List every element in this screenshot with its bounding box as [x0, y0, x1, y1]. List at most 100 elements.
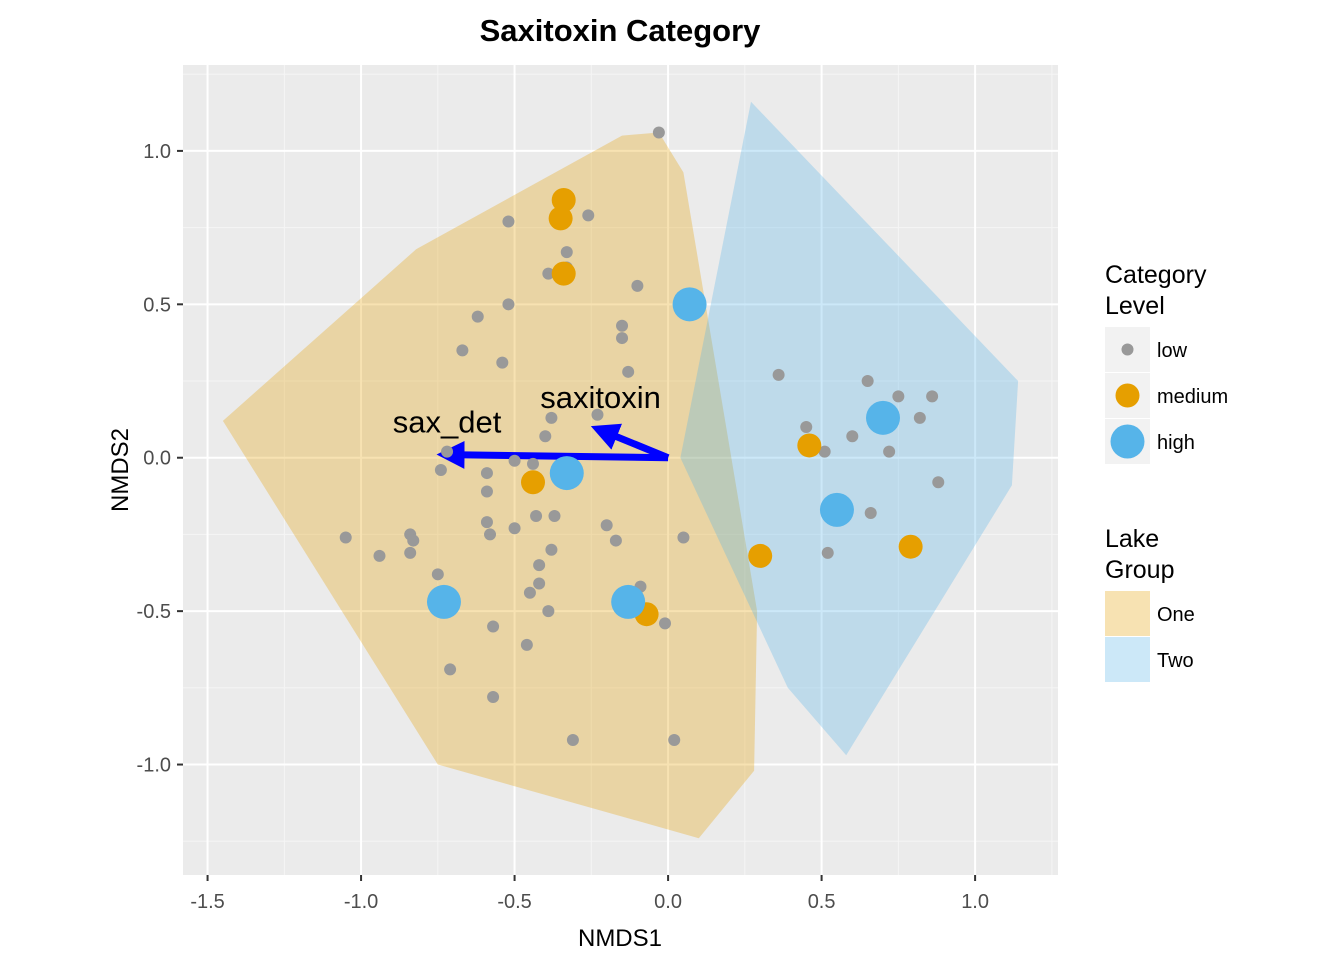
plot-panel	[183, 65, 1058, 875]
point-low	[487, 691, 500, 704]
point-low	[622, 365, 635, 378]
point-low	[339, 531, 352, 544]
point-low	[542, 605, 555, 618]
point-high	[549, 456, 584, 491]
point-low	[431, 568, 444, 581]
x-tick-label: 1.0	[961, 891, 989, 913]
data-points	[339, 126, 945, 746]
point-low	[582, 209, 595, 222]
x-tick-label: -1.0	[344, 891, 378, 913]
hull-two	[680, 101, 1019, 756]
legend-label-medium: medium	[1157, 386, 1228, 408]
legend-symbol-medium	[1115, 383, 1140, 408]
legend-lake-group: Lake Group One Two	[1105, 525, 1195, 682]
point-low	[434, 464, 447, 476]
point-low	[533, 577, 546, 590]
point-low	[609, 534, 622, 547]
legend-symbol-high	[1110, 424, 1145, 459]
point-low	[523, 586, 536, 599]
point-low	[407, 534, 420, 547]
point-low	[616, 319, 629, 332]
legend-label-low: low	[1157, 340, 1188, 362]
point-low	[484, 528, 497, 541]
point-low	[533, 559, 546, 572]
point-low	[373, 549, 386, 562]
point-low	[530, 510, 543, 523]
legend-label-two: Two	[1157, 650, 1194, 672]
vector-label-sax-det: sax_det	[393, 405, 502, 440]
point-low	[480, 516, 493, 529]
legend-swatch-two	[1105, 637, 1150, 682]
point-low	[539, 430, 552, 443]
point-low	[631, 279, 644, 292]
point-low	[502, 298, 515, 311]
point-low	[652, 126, 665, 139]
point-low	[883, 445, 896, 458]
point-low	[864, 506, 877, 519]
legend-symbol-low	[1121, 343, 1134, 356]
point-low	[616, 332, 629, 345]
point-low	[508, 522, 521, 535]
point-low	[508, 454, 521, 467]
point-low	[926, 390, 939, 403]
point-low	[502, 215, 515, 228]
point-low	[800, 421, 813, 434]
point-low	[404, 546, 417, 559]
y-axis-label: NMDS2	[107, 428, 134, 512]
point-low	[480, 467, 493, 480]
legend-label-high: high	[1157, 432, 1195, 454]
vector-arrow-sax-det	[436, 440, 669, 469]
point-low	[659, 617, 672, 630]
legend-category-title: Level	[1105, 292, 1165, 320]
point-high	[611, 584, 646, 619]
point-low	[444, 663, 457, 676]
y-axis: -1.0 -0.5 0.0 0.5 1.0	[137, 141, 183, 777]
vector-arrow-saxitoxin	[590, 423, 670, 461]
point-low	[545, 411, 558, 424]
x-tick-label: -0.5	[497, 891, 531, 913]
x-axis: -1.5 -1.0 -0.5 0.0 0.5 1.0	[190, 875, 989, 913]
point-low	[591, 408, 604, 421]
point-low	[818, 445, 831, 458]
point-low	[846, 430, 859, 443]
point-low	[932, 476, 945, 489]
legend-label-one: One	[1157, 604, 1195, 626]
point-low	[566, 734, 579, 746]
legend-category-level: Category Level low medium high	[1105, 261, 1228, 464]
point-high	[866, 400, 900, 435]
point-medium	[521, 470, 545, 495]
point-low	[913, 411, 926, 424]
env-vectors	[436, 423, 670, 469]
x-tick-label: 0.5	[808, 891, 836, 913]
point-low	[677, 531, 690, 544]
y-tick-label: -1.0	[137, 755, 171, 777]
point-high	[819, 492, 854, 527]
point-medium	[898, 534, 923, 559]
chart-title: Saxitoxin Category	[480, 13, 762, 48]
point-medium	[551, 188, 576, 212]
point-low	[480, 485, 493, 498]
point-medium	[797, 433, 822, 458]
y-tick-label: 0.5	[143, 294, 171, 316]
point-low	[600, 519, 613, 532]
point-low	[527, 457, 539, 470]
legend-lake-title: Lake	[1105, 525, 1159, 553]
point-low	[496, 356, 509, 369]
major-gridlines	[183, 65, 1058, 875]
point-low	[821, 546, 834, 559]
point-low	[545, 543, 558, 556]
point-low	[861, 375, 874, 388]
legend-swatch-one	[1105, 591, 1150, 636]
point-low	[772, 368, 785, 381]
point-low	[560, 246, 573, 259]
point-medium	[551, 261, 576, 286]
lake-group-hulls	[222, 101, 1019, 839]
vector-label-saxitoxin: saxitoxin	[540, 380, 661, 415]
point-low	[441, 445, 454, 458]
point-low	[520, 638, 533, 651]
point-low	[892, 390, 905, 403]
y-tick-label: 0.0	[143, 448, 171, 470]
hull-one	[222, 132, 758, 839]
point-low	[548, 510, 561, 523]
